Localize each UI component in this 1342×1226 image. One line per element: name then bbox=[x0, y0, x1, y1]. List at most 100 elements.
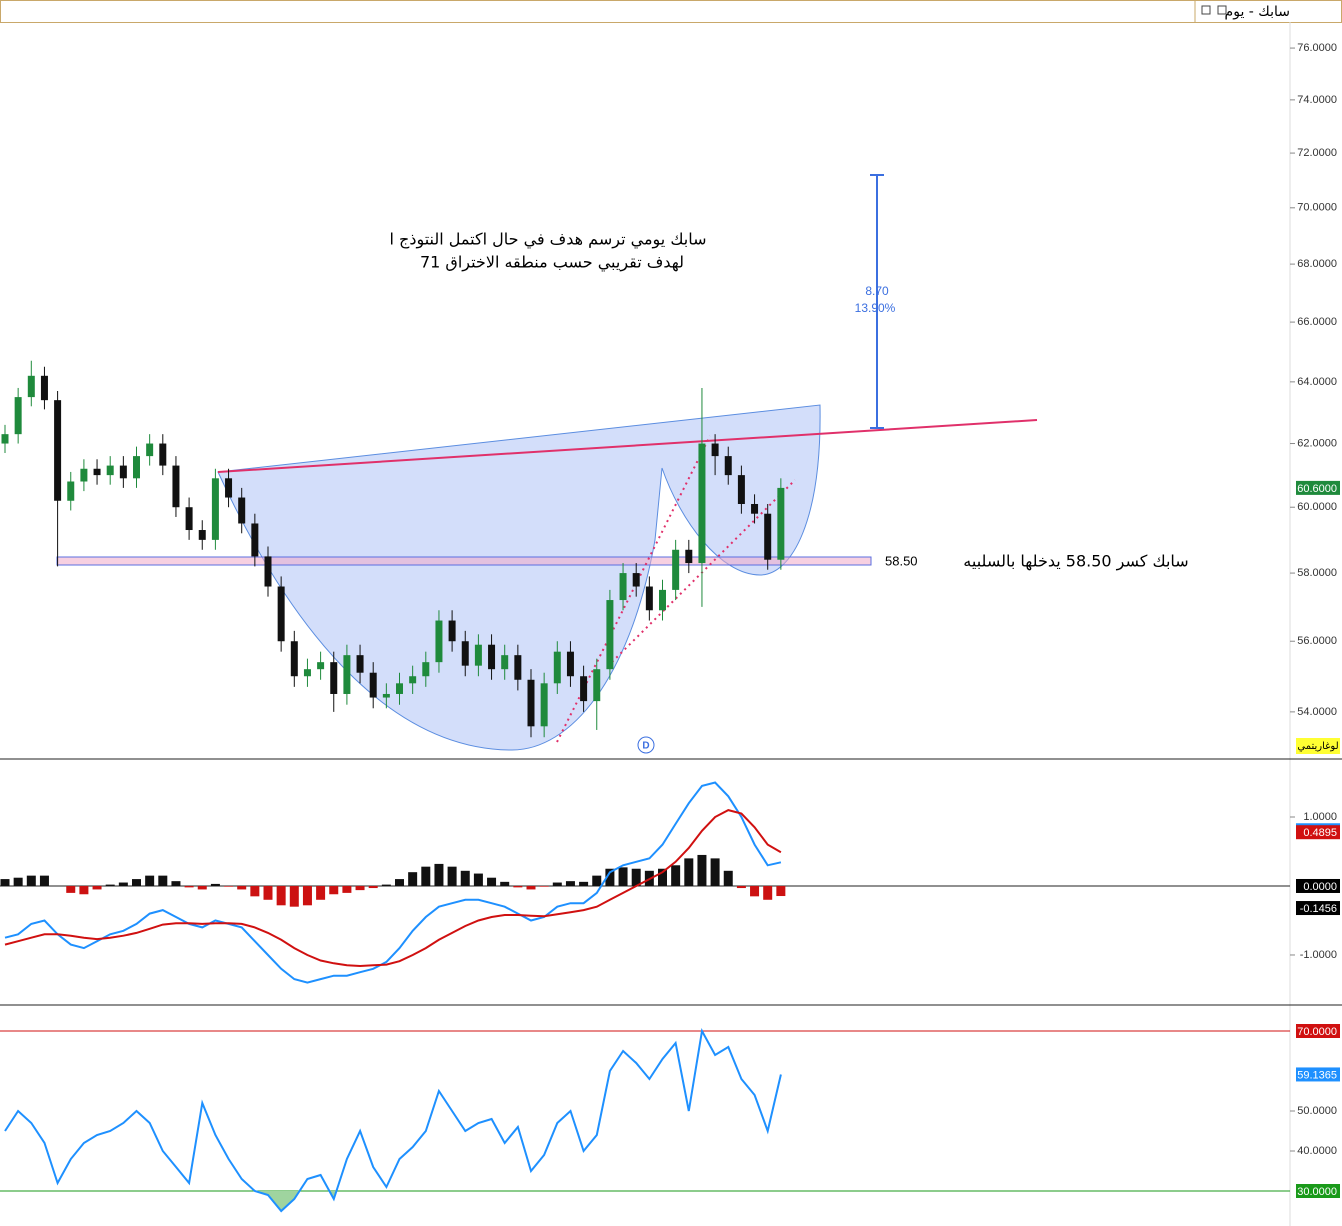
candle-body bbox=[198, 530, 206, 540]
support-zone[interactable] bbox=[56, 556, 872, 566]
histogram-bar bbox=[210, 883, 220, 886]
y-tick-label: 74.0000 bbox=[1297, 94, 1337, 106]
candle-body bbox=[27, 375, 35, 398]
candle-body bbox=[606, 600, 614, 670]
event-marker-label: D bbox=[642, 741, 649, 752]
candle-body bbox=[317, 662, 325, 670]
histogram-bar bbox=[381, 884, 391, 886]
candle-body bbox=[514, 655, 522, 680]
candle-body bbox=[501, 655, 509, 670]
y-tick-label: 70.0000 bbox=[1297, 202, 1337, 214]
histogram-bar bbox=[395, 879, 404, 886]
candle-body bbox=[593, 669, 601, 702]
histogram-bar bbox=[197, 885, 207, 890]
histogram-bar bbox=[329, 885, 339, 895]
histogram-bar bbox=[158, 875, 168, 886]
candle-body bbox=[185, 507, 193, 531]
y-tick-label: 40.0000 bbox=[1297, 1145, 1337, 1157]
histogram-bar bbox=[763, 885, 773, 900]
histogram-bar bbox=[710, 858, 720, 886]
price-badge bbox=[1296, 878, 1340, 893]
y-tick-label: 54.0000 bbox=[1297, 706, 1337, 718]
window-button[interactable] bbox=[1217, 5, 1227, 15]
macd-line bbox=[4, 781, 782, 984]
candle-body bbox=[133, 456, 140, 479]
price-badge-label: 30.0000 bbox=[1297, 1186, 1337, 1198]
histogram-bar bbox=[224, 885, 234, 887]
resistance-line[interactable] bbox=[217, 419, 1038, 473]
histogram-bar bbox=[460, 870, 470, 886]
candle-body bbox=[698, 443, 706, 564]
candle-body bbox=[764, 513, 772, 560]
y-tick-label: 1.0000 bbox=[1303, 811, 1337, 823]
candle-body bbox=[277, 586, 285, 642]
scale-badge[interactable] bbox=[1296, 738, 1340, 754]
candle-body bbox=[369, 672, 377, 698]
y-tick-label: 60.0000 bbox=[1297, 501, 1337, 513]
histogram-bar bbox=[145, 875, 155, 886]
histogram-bar bbox=[184, 885, 194, 888]
histogram-bar bbox=[447, 866, 457, 886]
histogram-bar bbox=[289, 885, 299, 907]
histogram-bar bbox=[105, 884, 115, 886]
candle-body bbox=[711, 443, 719, 457]
histogram-bar bbox=[79, 885, 89, 895]
candle-body bbox=[645, 586, 653, 611]
histogram-bar bbox=[579, 881, 589, 886]
level-label: 58.50 bbox=[885, 553, 918, 568]
histogram-bar bbox=[421, 866, 431, 886]
y-tick-label: 72.0000 bbox=[1297, 147, 1337, 159]
candle-body bbox=[566, 651, 574, 677]
histogram-bar bbox=[592, 875, 602, 886]
histogram-bar bbox=[671, 865, 681, 886]
price-badge-label: 60.6000 bbox=[1297, 483, 1337, 495]
candle-body bbox=[659, 589, 666, 611]
histogram-bar bbox=[487, 877, 497, 886]
candle-body bbox=[382, 693, 390, 698]
histogram-bar bbox=[697, 854, 707, 886]
y-tick-label: 56.0000 bbox=[1297, 635, 1337, 647]
rsi-line bbox=[4, 1027, 782, 1213]
candle-body bbox=[40, 375, 48, 401]
histogram-bar bbox=[631, 868, 641, 886]
price-badge bbox=[1296, 480, 1340, 495]
candle-body bbox=[396, 683, 403, 694]
top-bar bbox=[0, 0, 1342, 23]
histogram-bar bbox=[684, 858, 694, 886]
candle-body bbox=[685, 549, 693, 564]
histogram-bar bbox=[263, 885, 273, 900]
candle-body bbox=[67, 481, 75, 501]
candle-body bbox=[632, 573, 640, 587]
y-tick-label: 62.0000 bbox=[1297, 437, 1337, 449]
candle-body bbox=[619, 573, 627, 601]
candle-body bbox=[553, 651, 561, 684]
event-marker[interactable] bbox=[637, 736, 655, 754]
measure-value: 8.70 bbox=[865, 284, 889, 298]
histogram-bar bbox=[723, 870, 733, 886]
candle-body bbox=[303, 669, 311, 677]
trend-line[interactable] bbox=[611, 479, 796, 663]
histogram-bar bbox=[408, 872, 418, 886]
candle-body bbox=[1, 434, 9, 444]
annotation: سابك كسر 58.50 يدخلها بالسلبيه bbox=[963, 552, 1188, 572]
price-badge-label: 59.1365 bbox=[1297, 1069, 1337, 1081]
annotation: سابك يومي ترسم هدف في حال اكتمل النتوذج … bbox=[389, 230, 706, 250]
y-tick-label: 50.0000 bbox=[1297, 1105, 1337, 1117]
histogram-bar bbox=[500, 881, 510, 886]
window-button[interactable] bbox=[1201, 5, 1211, 15]
candle-body bbox=[119, 465, 127, 479]
histogram-bar bbox=[26, 875, 36, 886]
candle-body bbox=[474, 644, 482, 666]
candle-body bbox=[159, 443, 167, 466]
candle-body bbox=[737, 475, 745, 504]
histogram-bar bbox=[302, 885, 312, 906]
candle-body bbox=[527, 679, 535, 727]
scale-label: لوغاريتمي bbox=[1297, 741, 1338, 752]
histogram-bar bbox=[118, 882, 128, 886]
candle-body bbox=[409, 676, 417, 684]
candle-body bbox=[93, 468, 101, 476]
candle-body bbox=[330, 662, 338, 694]
histogram-bar bbox=[776, 885, 786, 897]
candle-body bbox=[264, 556, 272, 587]
